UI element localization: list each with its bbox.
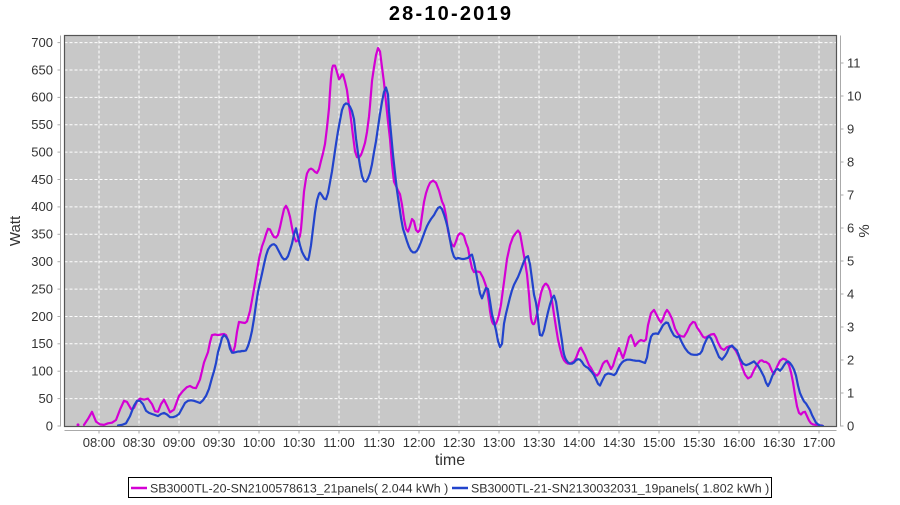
svg-text:550: 550 — [31, 117, 53, 132]
svg-text:200: 200 — [31, 309, 53, 324]
svg-text:SB3000TL-20-SN2100578613_21pan: SB3000TL-20-SN2100578613_21panels( 2.044… — [150, 482, 448, 496]
svg-text:09:00: 09:00 — [163, 435, 196, 450]
svg-text:9: 9 — [847, 121, 854, 136]
svg-text:13:00: 13:00 — [483, 435, 516, 450]
svg-text:6: 6 — [847, 220, 854, 235]
svg-text:3: 3 — [847, 319, 854, 334]
svg-text:450: 450 — [31, 172, 53, 187]
svg-text:150: 150 — [31, 336, 53, 351]
svg-text:14:30: 14:30 — [603, 435, 636, 450]
svg-text:650: 650 — [31, 62, 53, 77]
svg-text:%: % — [856, 224, 873, 237]
svg-text:15:00: 15:00 — [643, 435, 676, 450]
svg-text:4: 4 — [847, 286, 854, 301]
svg-text:16:30: 16:30 — [763, 435, 796, 450]
svg-text:16:00: 16:00 — [723, 435, 756, 450]
svg-text:100: 100 — [31, 364, 53, 379]
svg-text:7: 7 — [847, 187, 854, 202]
svg-text:50: 50 — [39, 391, 53, 406]
svg-text:2: 2 — [847, 352, 854, 367]
svg-text:0: 0 — [847, 418, 854, 433]
svg-text:08:30: 08:30 — [123, 435, 156, 450]
svg-text:600: 600 — [31, 90, 53, 105]
svg-text:0: 0 — [46, 418, 53, 433]
svg-text:11: 11 — [847, 55, 861, 70]
svg-text:350: 350 — [31, 227, 53, 242]
svg-text:12:30: 12:30 — [443, 435, 476, 450]
svg-text:time: time — [435, 452, 465, 469]
svg-text:12:00: 12:00 — [403, 435, 436, 450]
svg-text:10:30: 10:30 — [283, 435, 316, 450]
svg-text:300: 300 — [31, 254, 53, 269]
svg-text:08:00: 08:00 — [83, 435, 116, 450]
svg-text:Watt: Watt — [7, 215, 24, 246]
svg-text:09:30: 09:30 — [203, 435, 236, 450]
svg-text:10: 10 — [847, 88, 861, 103]
svg-text:5: 5 — [847, 253, 854, 268]
svg-text:700: 700 — [31, 35, 53, 50]
svg-text:14:00: 14:00 — [563, 435, 596, 450]
svg-text:10:00: 10:00 — [243, 435, 276, 450]
svg-text:500: 500 — [31, 144, 53, 159]
svg-text:400: 400 — [31, 199, 53, 214]
svg-text:1: 1 — [847, 385, 854, 400]
svg-text:SB3000TL-21-SN2130032031_19pan: SB3000TL-21-SN2130032031_19panels( 1.802… — [471, 482, 769, 496]
svg-text:8: 8 — [847, 154, 854, 169]
svg-text:13:30: 13:30 — [523, 435, 556, 450]
svg-text:15:30: 15:30 — [683, 435, 716, 450]
svg-text:250: 250 — [31, 281, 53, 296]
svg-text:17:00: 17:00 — [803, 435, 836, 450]
svg-text:11:30: 11:30 — [363, 435, 395, 450]
svg-text:28-10-2019: 28-10-2019 — [389, 3, 513, 25]
svg-text:11:00: 11:00 — [323, 435, 355, 450]
